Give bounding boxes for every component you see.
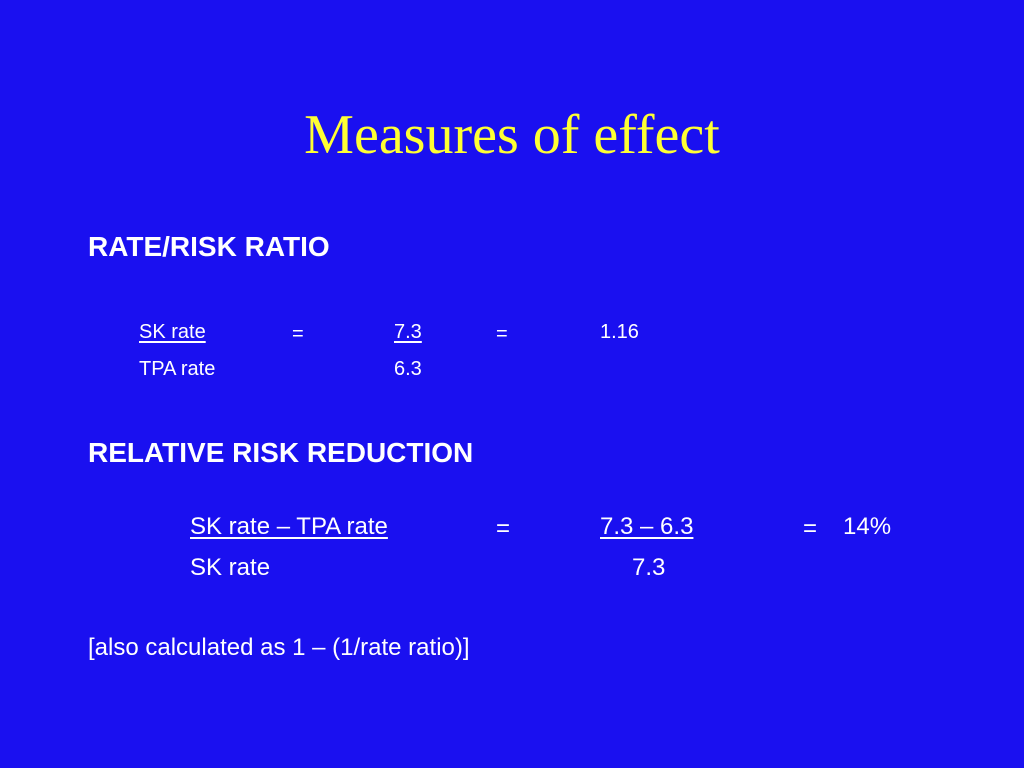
rrr-equals-1: = xyxy=(496,515,511,542)
relative-risk-reduction-heading: RELATIVE RISK REDUCTION xyxy=(88,437,474,468)
formula-note: [also calculated as 1 – (1/rate ratio)] xyxy=(88,634,470,661)
rrr-numerator-label: SK rate – TPA rate xyxy=(190,513,388,540)
rr-equals-2: = xyxy=(496,323,508,345)
rrr-denominator-label: SK rate xyxy=(190,554,271,581)
rrr-result: 14% xyxy=(843,513,892,540)
rr-result: 1.16 xyxy=(600,321,639,343)
rr-equals-1: = xyxy=(292,323,304,345)
rr-denominator-label: TPA rate xyxy=(139,358,216,380)
slide-title: Measures of effect xyxy=(304,104,720,166)
rate-risk-ratio-heading: RATE/RISK RATIO xyxy=(88,231,330,262)
rrr-numerator-value: 7.3 – 6.3 xyxy=(600,513,694,540)
rrr-equals-2: = xyxy=(803,515,818,542)
rrr-denominator-value: 7.3 xyxy=(632,554,666,581)
rr-numerator-value: 7.3 xyxy=(394,321,422,343)
rr-numerator-label: SK rate xyxy=(139,321,206,343)
rr-denominator-value: 6.3 xyxy=(394,358,422,380)
